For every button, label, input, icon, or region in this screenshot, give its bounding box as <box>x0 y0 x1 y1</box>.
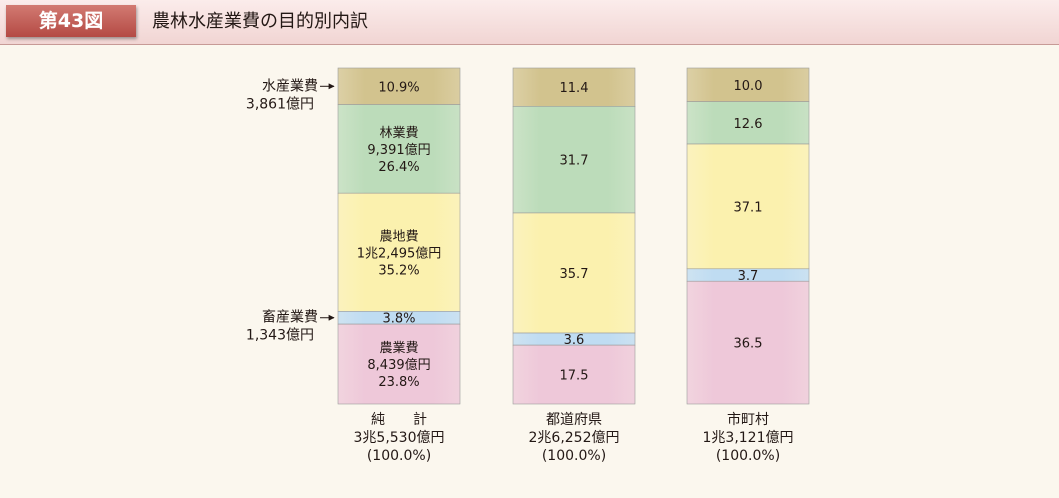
category-label: 都道府県 <box>546 412 602 428</box>
bar-segment <box>512 344 636 405</box>
segment-label: 林業費 <box>379 125 418 141</box>
bar-segment <box>337 67 461 105</box>
bar-segment <box>337 323 461 405</box>
segment-label: 37.1 <box>734 200 763 215</box>
segment-label: 3.6 <box>564 333 585 348</box>
category-percent: (100.0%) <box>367 448 431 464</box>
category-percent: (100.0%) <box>542 448 606 464</box>
segment-label: 3.8% <box>382 312 415 327</box>
segment-label: 23.8% <box>378 375 419 390</box>
category-percent: (100.0%) <box>716 448 780 464</box>
bar-segment <box>686 280 810 405</box>
segment-label: 1兆2,495億円 <box>357 245 442 261</box>
captions-layer: 純 計 3兆5,530億円 (100.0%) 都道府県 2兆6,252億円 (100.0%… <box>354 411 794 464</box>
segment-label: 10.0 <box>734 79 763 94</box>
category-total: 3兆5,530億円 <box>354 430 445 446</box>
bar-segment <box>337 192 461 312</box>
callout: 畜産業費 1,343億円 <box>246 310 335 344</box>
figure-title: 農林水産業費の目的別内訳 <box>152 11 368 32</box>
segment-label: 8,439億円 <box>367 357 430 373</box>
bar-2: 10.0 12.6 37.1 3.7 36.5 <box>686 67 810 405</box>
segment-label: 31.7 <box>560 154 589 169</box>
segment-label: 9,391億円 <box>367 142 430 158</box>
bar-segment <box>512 212 636 334</box>
callout: 水産業費 3,861億円 <box>246 78 335 112</box>
segment-label: 35.7 <box>560 267 589 282</box>
bar-1: 11.4 31.7 35.7 3.6 17.5 <box>512 67 636 405</box>
segment-label: 35.2% <box>378 263 419 278</box>
segment-label: 農地費 <box>379 229 418 244</box>
callout-name: 畜産業費 <box>262 310 318 326</box>
figure-header: 第43図 農林水産業費の目的別内訳 <box>0 0 1059 45</box>
bar-segment <box>337 104 461 194</box>
category-label: 純 計 <box>371 412 427 428</box>
bar-segment <box>686 101 810 145</box>
category-total: 1兆3,121億円 <box>703 430 794 446</box>
callout-name: 水産業費 <box>262 78 318 94</box>
segment-label: 11.4 <box>560 81 589 96</box>
segment-label: 36.5 <box>734 337 763 352</box>
segment-label: 3.7 <box>738 269 759 284</box>
bar-segment <box>686 67 810 102</box>
segment-label: 農業費 <box>379 340 418 356</box>
figure-number-badge: 第43図 <box>6 5 136 37</box>
category-label: 市町村 <box>727 411 769 428</box>
callout-amount: 3,861億円 <box>246 96 314 112</box>
category-total: 2兆6,252億円 <box>529 430 620 446</box>
segment-label: 26.4% <box>378 160 419 175</box>
segment-label: 10.9% <box>378 80 419 95</box>
bar-segment <box>686 143 810 270</box>
segment-label: 17.5 <box>560 369 589 384</box>
callout-amount: 1,343億円 <box>246 328 314 344</box>
segment-label: 12.6 <box>734 117 763 132</box>
